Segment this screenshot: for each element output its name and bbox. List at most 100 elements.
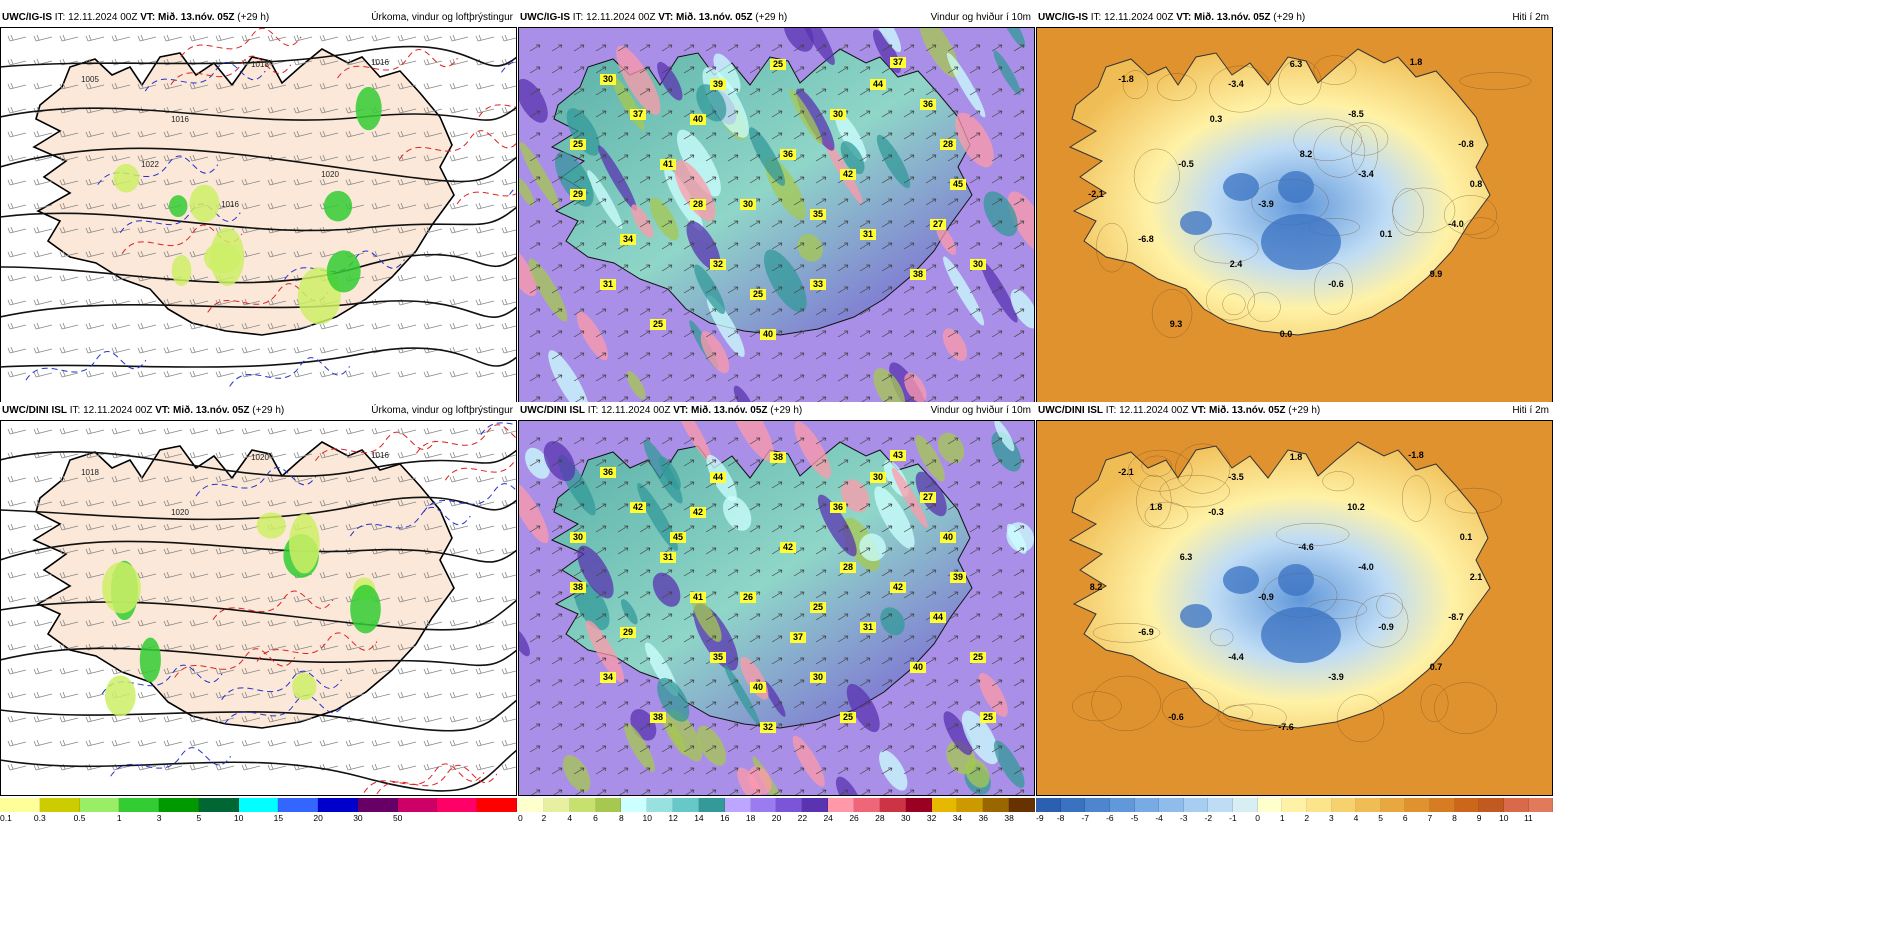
colorbar-tick-label: 4 (1353, 813, 1359, 823)
colorbar-swatch (1009, 798, 1035, 812)
map-value-label: -4.4 (1228, 652, 1244, 662)
forecast-map[interactable]: 36 42 38 43 31 26 28 40 38 42 31 30 29 35 44 36 40 39 38 32… (518, 420, 1035, 796)
colorbar-swatch (1257, 798, 1283, 812)
colorbar-tick-label: 6 (1402, 813, 1408, 823)
panel-header: UWC/DINI ISL IT: 12.11.2024 00Z VT: Mið.… (0, 402, 517, 420)
map-value-label: 0.0 (1280, 329, 1293, 339)
run-info: UWC/DINI ISL IT: 12.11.2024 00Z VT: Mið.… (2, 402, 284, 420)
svg-text:1.8: 1.8 (1290, 452, 1303, 462)
svg-text:1020: 1020 (171, 508, 189, 517)
lead-time: (+29 h) (1288, 405, 1321, 416)
model-name: UWC/DINI ISL (520, 405, 585, 416)
svg-text:2.1: 2.1 (1470, 572, 1483, 582)
map-value-label: 42 (840, 169, 856, 180)
svg-text:30: 30 (973, 259, 983, 269)
map-value-label: 30 (600, 74, 616, 85)
map-value-label: -0.5 (1178, 159, 1194, 169)
colorbar-swatch (802, 798, 829, 812)
map-value-label: 42 (630, 502, 646, 513)
map-canvas[interactable]: -2.1 -0.3 1.8 -1.8 6.3 -0.9 -4.0 0.1 8.2 -4.6 -0.9… (1036, 420, 1553, 796)
colorbar-swatch (39, 798, 80, 812)
forecast-map[interactable]: -2.1 -0.3 1.8 -1.8 6.3 -0.9 -4.0 0.1 8.2 -4.6 -0.9… (1036, 420, 1553, 796)
map-canvas[interactable]: 36 42 38 43 31 26 28 40 38 42 31 30 29 35 44 36 40 39 38 32… (518, 420, 1035, 796)
map-value-label: 36 (920, 99, 936, 110)
svg-text:32: 32 (763, 722, 773, 732)
lead-time: (+29 h) (237, 12, 270, 23)
colorbar-swatch (1331, 798, 1357, 812)
map-canvas[interactable]: 1018 1020 1020 1016 (0, 420, 517, 796)
init-time-label: IT: (54, 12, 66, 23)
svg-text:31: 31 (863, 229, 873, 239)
map-value-label: 25 (770, 59, 786, 70)
panel-ig-wind: UWC/IG-IS IT: 12.11.2024 00Z VT: Mið. 13… (518, 9, 1036, 439)
map-value-label: 1016 (371, 58, 389, 67)
map-value-labels: 1005 1016 1018 1016 1022 1016 1020 (81, 58, 389, 209)
colorbar-tick-label: 0 (518, 813, 523, 823)
valid-time-value: Mið. 13.nóv. 05Z (173, 405, 250, 416)
map-value-label: 30 (970, 259, 986, 270)
map-value-label: 1005 (81, 75, 99, 84)
map-canvas[interactable]: -1.8 0.3 6.3 1.8 -0.5 -3.9 -3.4 -0.8 -2.1 8.2 0.1 -… (1036, 27, 1553, 403)
svg-text:-4.0: -4.0 (1448, 219, 1464, 229)
colorbar-tick-label: -6 (1106, 813, 1114, 823)
svg-text:0.1: 0.1 (1460, 532, 1473, 542)
valid-time-label: VT: (1176, 12, 1192, 23)
map-value-label: 30 (570, 532, 586, 543)
map-value-label: 42 (690, 507, 706, 518)
colorbar-swatch (724, 798, 751, 812)
map-value-label: -8.5 (1348, 109, 1364, 119)
colorbar-swatch (238, 798, 279, 812)
map-value-label: 29 (620, 627, 636, 638)
svg-text:38: 38 (653, 712, 663, 722)
init-time-value: 12.11.2024 00Z (1104, 12, 1174, 23)
map-value-label: 37 (790, 632, 806, 643)
map-value-label: 38 (570, 582, 586, 593)
map-value-label: 42 (890, 582, 906, 593)
svg-text:-3.5: -3.5 (1228, 472, 1244, 482)
valid-time-label: VT: (673, 405, 689, 416)
colorbar-tick-label: 8 (619, 813, 624, 823)
map-value-label: 28 (840, 562, 856, 573)
map-value-label: 9.3 (1170, 319, 1183, 329)
colorbar-tick-label: 7 (1427, 813, 1433, 823)
colorbar-swatch (1528, 798, 1554, 812)
map-value-label: 2.4 (1230, 259, 1243, 269)
map-value-labels: 30 40 25 37 41 30 42 28 29 36 31 33 34 32 27 30 38 45 25 40… (570, 57, 986, 340)
svg-text:34: 34 (623, 234, 633, 244)
precipitation-areas (102, 512, 381, 717)
svg-text:35: 35 (713, 652, 723, 662)
map-value-label: 1022 (141, 160, 159, 169)
colorbar-swatch (621, 798, 648, 812)
map-value-label: -1.8 (1118, 74, 1134, 84)
colorbar-tick-label: 32 (926, 813, 937, 823)
colorbar-tick-label: 0.5 (73, 813, 86, 823)
colorbar-tick-label: 2 (1304, 813, 1310, 823)
forecast-map[interactable]: 1018 1020 1020 1016 (0, 420, 517, 796)
svg-text:27: 27 (923, 492, 933, 502)
forecast-map[interactable]: -1.8 0.3 6.3 1.8 -0.5 -3.9 -3.4 -0.8 -2.1 8.2 0.1 -… (1036, 27, 1553, 403)
map-value-label: 40 (910, 662, 926, 673)
map-value-label: 35 (710, 652, 726, 663)
colorbar-tick-label: 5 (196, 813, 202, 823)
valid-time-label: VT: (1191, 405, 1207, 416)
svg-text:-0.6: -0.6 (1168, 712, 1184, 722)
map-canvas[interactable]: 1005 1016 1018 1016 1022 1016 1020 (0, 27, 517, 403)
map-canvas[interactable]: 30 40 25 37 41 30 42 28 29 36 31 33 34 32 27 30 38 45 25 40… (518, 27, 1035, 403)
colorbar-swatch (750, 798, 777, 812)
colorbar-labels: 0 2 4 6 8 10 12 14 16 18 20 22 24 26 28 30 32 34 36 38 (518, 813, 1035, 825)
svg-text:1016: 1016 (221, 200, 239, 209)
svg-text:30: 30 (873, 472, 883, 482)
colorbar-swatch (397, 798, 438, 812)
colorbar-tick-label: 50 (392, 813, 403, 823)
map-value-label: -3.4 (1358, 169, 1374, 179)
colorbar-swatch (1134, 798, 1160, 812)
map-value-label: -6.9 (1138, 627, 1154, 637)
run-info: UWC/DINI ISL IT: 12.11.2024 00Z VT: Mið.… (1038, 402, 1320, 420)
svg-text:36: 36 (833, 502, 843, 512)
map-value-label: 1.8 (1410, 57, 1423, 67)
colorbar-tick-label: 30 (901, 813, 911, 823)
forecast-map[interactable]: 1005 1016 1018 1016 1022 1016 1020 (0, 27, 517, 403)
forecast-map[interactable]: 30 40 25 37 41 30 42 28 29 36 31 33 34 32 27 30 38 45 25 40… (518, 27, 1035, 403)
map-value-label: 31 (860, 229, 876, 240)
map-value-label: 41 (690, 592, 706, 603)
